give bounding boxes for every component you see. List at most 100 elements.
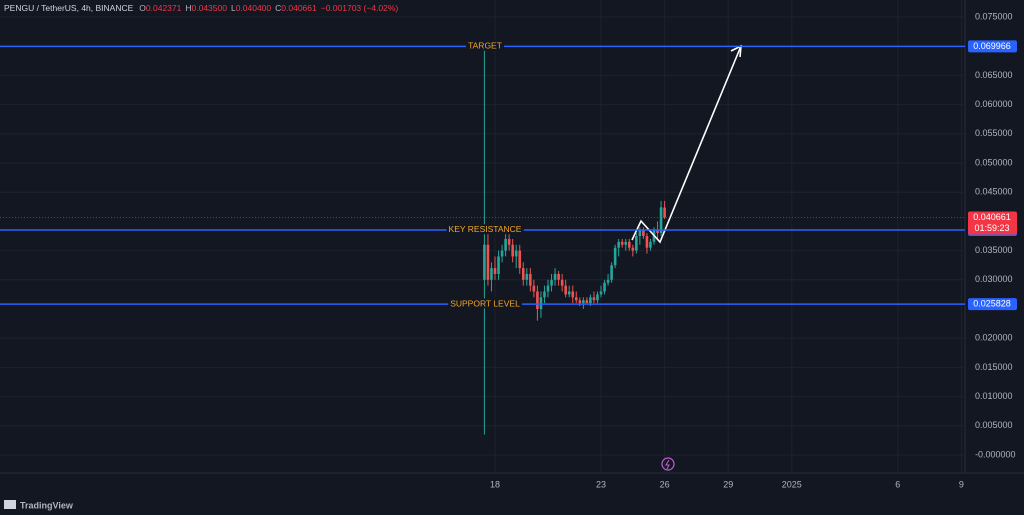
- event-icon[interactable]: [661, 457, 675, 471]
- candle-body: [571, 291, 575, 298]
- candle-body: [578, 300, 582, 304]
- candle-body: [613, 247, 617, 266]
- candle-body: [497, 256, 500, 274]
- last-price-bg: [968, 211, 1017, 235]
- symbol-header: PENGU / TetherUS, 4h, BINANCE O0.042371 H0…: [4, 3, 398, 13]
- candle-body: [620, 241, 624, 245]
- candle-body: [589, 297, 592, 304]
- ohlc-key: C: [275, 3, 281, 13]
- candle-body: [567, 291, 571, 295]
- y-tick-label: 0.020000: [975, 333, 1013, 343]
- candle-body: [610, 265, 613, 280]
- candle-body: [543, 291, 546, 298]
- candle-body: [642, 230, 645, 236]
- candle-body: [521, 268, 525, 280]
- grid: 0.075000 0.065000 0.060000 0.055000 0.050000…: [0, 0, 1016, 489]
- y-tick-label: 0.075000: [975, 11, 1013, 21]
- candle-body: [603, 282, 606, 292]
- candle-body: [514, 250, 518, 257]
- candle-body: [645, 236, 649, 248]
- candle-body: [592, 297, 596, 301]
- candle-body: [582, 300, 585, 304]
- logo: [4, 500, 16, 509]
- countdown: 01:59:23: [974, 223, 1009, 233]
- candle-body: [493, 268, 497, 274]
- level-label-bg: [448, 298, 523, 309]
- candle-body: [656, 230, 659, 234]
- y-tick-label: 0.010000: [975, 391, 1013, 401]
- candle-body: [596, 294, 599, 301]
- last-price: 0.040661: [973, 212, 1011, 222]
- candle-body: [624, 241, 628, 245]
- candle-body: [659, 207, 663, 234]
- price-label-bg: [968, 298, 1017, 311]
- candle-body: [557, 273, 560, 280]
- x-tick-label: 2025: [782, 479, 802, 489]
- change: −0.001703 (−4.02%): [321, 3, 399, 13]
- candle-body: [560, 279, 564, 286]
- y-tick-label: 0.065000: [975, 70, 1013, 80]
- x-tick-label: 26: [660, 479, 670, 489]
- candle-body: [518, 250, 522, 269]
- marks: [483, 46, 666, 435]
- ohlc-value: 0.040661: [281, 3, 317, 13]
- candle-body: [546, 285, 550, 292]
- candle-body: [649, 241, 652, 248]
- x-tick-label: 23: [596, 479, 606, 489]
- level-label: KEY RESISTANCE: [449, 224, 522, 234]
- candle-body: [564, 285, 567, 295]
- x-tick-label: 6: [895, 479, 900, 489]
- y-tick-label: 0.035000: [975, 245, 1013, 255]
- ohlc-value: 0.043500: [192, 3, 228, 13]
- candle-body: [663, 207, 666, 218]
- y-tick-label: 0.055000: [975, 128, 1013, 138]
- candle-body: [507, 238, 511, 245]
- candle-body: [550, 279, 553, 286]
- candle-body: [486, 244, 490, 280]
- x-tick-label: 18: [490, 479, 500, 489]
- x-tick-label: 29: [723, 479, 733, 489]
- candle-body: [483, 244, 486, 280]
- y-tick-label: 0.045000: [975, 187, 1013, 197]
- candle-body: [617, 241, 620, 248]
- candle-body: [539, 297, 543, 309]
- level-label: TARGET: [468, 41, 502, 51]
- brand: TradingView: [20, 500, 74, 510]
- level-label: SUPPORT LEVEL: [450, 298, 520, 308]
- level-label-bg: [466, 40, 504, 51]
- candle-body: [574, 297, 578, 301]
- price-label: 0.025828: [973, 299, 1011, 309]
- level-label-bg: [446, 224, 524, 235]
- y-tick-label: 0.030000: [975, 274, 1013, 284]
- candle-body: [631, 247, 635, 251]
- candle-body: [525, 273, 529, 280]
- y-tick-label: 0.015000: [975, 362, 1013, 372]
- ohlc-value: 0.042371: [146, 3, 182, 13]
- candle-body: [511, 244, 514, 257]
- price-label: 0.069966: [973, 41, 1011, 51]
- symbol: PENGU / TetherUS, 4h, BINANCE: [4, 3, 134, 13]
- ohlc-key: H: [185, 3, 191, 13]
- ohlc-value: 0.040400: [236, 3, 272, 13]
- ohlc-key: O: [139, 3, 146, 13]
- candle-body: [638, 230, 642, 236]
- candle-body: [490, 268, 493, 280]
- y-tick-label: 0.060000: [975, 99, 1013, 109]
- x-tick-label: 9: [959, 479, 964, 489]
- candle-body: [627, 241, 631, 248]
- ohlc-key: L: [231, 3, 236, 13]
- event-icon-bolt: [665, 459, 670, 470]
- candle-body: [532, 285, 536, 292]
- candle-body: [536, 291, 539, 309]
- candle-body: [500, 250, 504, 257]
- candle-body: [529, 273, 532, 286]
- y-tick-label: 0.005000: [975, 420, 1013, 430]
- price-label-bg: [968, 40, 1017, 53]
- candle-body: [635, 236, 638, 251]
- candle-body: [606, 279, 610, 283]
- y-tick-label: -0.000000: [975, 449, 1016, 459]
- candle-body: [504, 238, 507, 251]
